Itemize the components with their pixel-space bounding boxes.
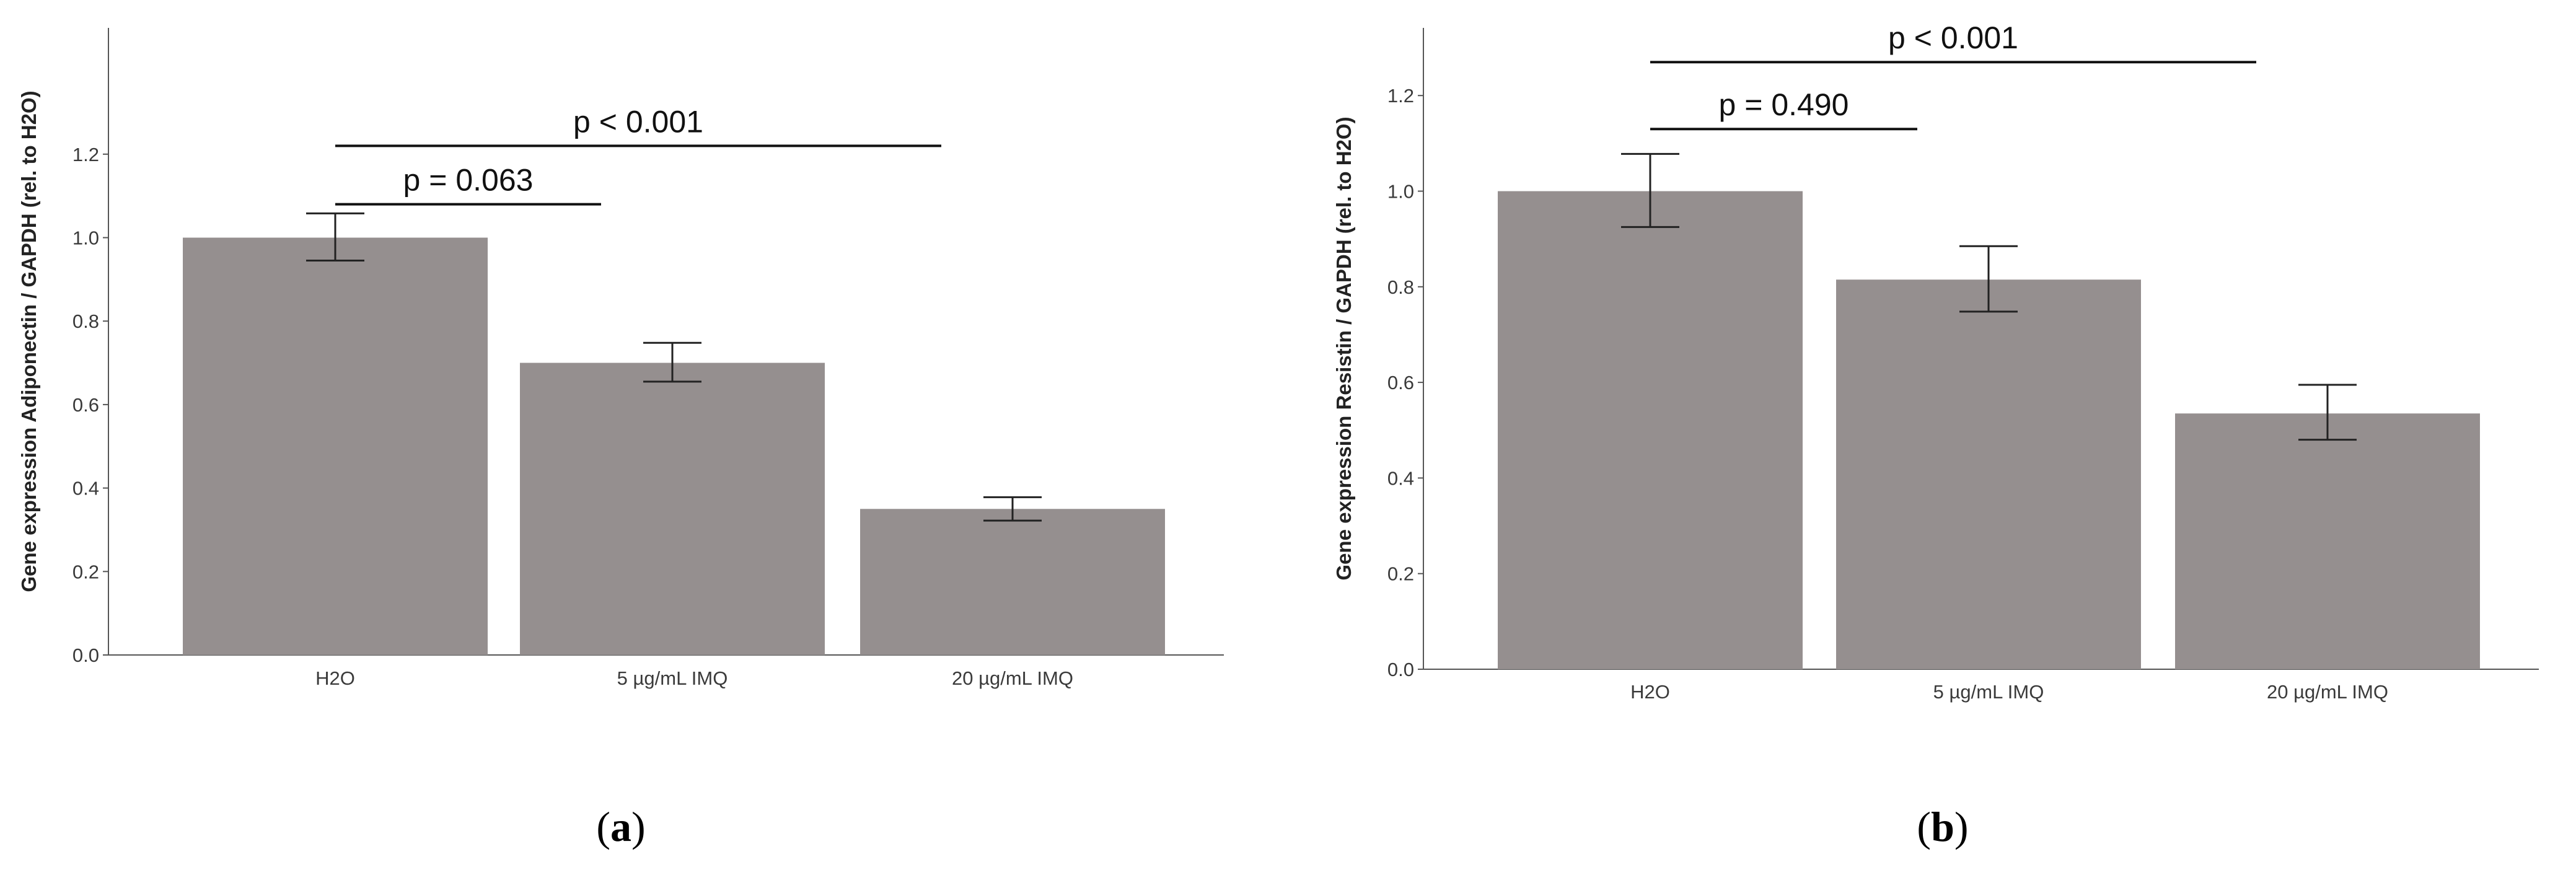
bar-3 — [2175, 413, 2480, 669]
y-tick-label: 1.2 — [73, 144, 99, 165]
y-tick-label: 0.4 — [73, 478, 99, 499]
error-bar-2 — [1959, 245, 2018, 313]
y-tick-label: 1.2 — [1387, 85, 1414, 107]
y-tick-label: 1.0 — [1387, 181, 1414, 203]
error-bar-3 — [983, 496, 1042, 522]
panel-label: (b) — [1917, 803, 1968, 850]
bar-1 — [1498, 191, 1803, 669]
y-tick-label: 0.6 — [1387, 372, 1414, 393]
y-axis-title: Gene expression Resistin / GAPDH (rel. t… — [1332, 116, 1355, 580]
chart-panel-b: 0.0 0.2 0.4 0.6 0.8 1.0 1.2 Gene expression Res… — [1332, 20, 2539, 850]
x-tick-label: 20 µg/mL IMQ — [952, 667, 1073, 689]
significance-label-1: p = 0.490 — [1719, 87, 1849, 122]
significance-label-2: p < 0.001 — [573, 104, 703, 139]
bar-3 — [860, 509, 1165, 655]
y-tick-label: 0.8 — [73, 310, 99, 332]
y-tick-label: 0.2 — [73, 561, 99, 582]
error-bar-2 — [643, 341, 701, 383]
y-tick-label: 0.6 — [73, 394, 99, 416]
error-bar-1 — [1621, 152, 1679, 228]
y-axis-title: Gene expression Adiponectin / GAPDH (rel… — [17, 90, 40, 592]
chart-panel-a: 0.0 0.2 0.4 0.6 0.8 1.0 1.2 Gene expression Adi… — [17, 28, 1224, 850]
panel-label: (a) — [596, 803, 645, 850]
x-tick-label: 5 µg/mL IMQ — [617, 667, 728, 689]
bar-2 — [520, 362, 825, 655]
y-tick-label: 0.0 — [73, 644, 99, 666]
significance-label-2: p < 0.001 — [1888, 20, 2018, 55]
y-tick-label: 0.8 — [1387, 276, 1414, 298]
y-tick-label: 1.0 — [73, 227, 99, 249]
y-tick-label: 0.2 — [1387, 563, 1414, 585]
bar-1 — [183, 237, 488, 655]
significance-label-1: p = 0.063 — [403, 163, 534, 198]
x-tick-label: H2O — [1630, 681, 1670, 703]
x-tick-label: 5 µg/mL IMQ — [1933, 681, 2044, 703]
y-tick-label: 0.0 — [1387, 659, 1414, 680]
x-tick-label: H2O — [315, 667, 355, 689]
bar-2 — [1836, 279, 2141, 669]
error-bar-1 — [306, 212, 364, 262]
error-bar-3 — [2298, 384, 2357, 441]
y-tick-label: 0.4 — [1387, 467, 1414, 489]
x-tick-label: 20 µg/mL IMQ — [2267, 681, 2388, 703]
